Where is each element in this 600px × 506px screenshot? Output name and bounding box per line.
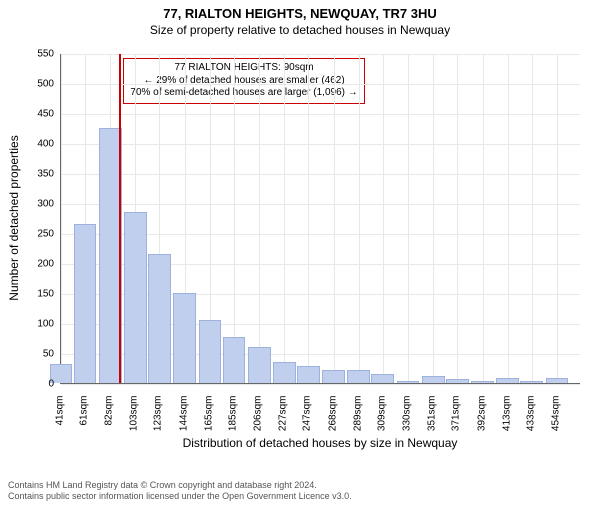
x-tick-label: 61sqm bbox=[79, 396, 90, 446]
footer-line-1: Contains HM Land Registry data © Crown c… bbox=[8, 480, 352, 491]
y-tick-label: 50 bbox=[0, 349, 54, 360]
histogram-bar bbox=[347, 370, 370, 383]
grid-line-h bbox=[61, 204, 580, 205]
x-tick-label: 247sqm bbox=[302, 396, 313, 446]
grid-line-v bbox=[359, 54, 360, 383]
x-tick-label: 268sqm bbox=[327, 396, 338, 446]
y-tick-label: 550 bbox=[0, 49, 54, 60]
histogram-bar bbox=[322, 370, 345, 383]
page-title: 77, RIALTON HEIGHTS, NEWQUAY, TR7 3HU bbox=[0, 6, 600, 21]
histogram-bar bbox=[371, 374, 394, 383]
grid-line-h bbox=[61, 144, 580, 145]
histogram-bar bbox=[124, 212, 147, 383]
histogram-bar bbox=[223, 337, 246, 383]
histogram-bar bbox=[173, 293, 196, 383]
grid-line-h bbox=[61, 174, 580, 175]
grid-line-v bbox=[457, 54, 458, 383]
grid-line-h bbox=[61, 384, 580, 385]
x-tick-label: 165sqm bbox=[203, 396, 214, 446]
x-tick-label: 433sqm bbox=[525, 396, 536, 446]
x-tick-label: 227sqm bbox=[278, 396, 289, 446]
histogram-bar bbox=[422, 376, 445, 383]
histogram-bar bbox=[199, 320, 222, 383]
x-tick-label: 371sqm bbox=[451, 396, 462, 446]
reference-marker-line bbox=[119, 54, 121, 383]
x-tick-label: 206sqm bbox=[253, 396, 264, 446]
y-tick-label: 200 bbox=[0, 259, 54, 270]
y-tick-label: 350 bbox=[0, 169, 54, 180]
annotation-line-2: ← 29% of detached houses are smaller (46… bbox=[130, 75, 357, 88]
x-tick-label: 392sqm bbox=[476, 396, 487, 446]
y-tick-label: 400 bbox=[0, 139, 54, 150]
grid-line-h bbox=[61, 84, 580, 85]
grid-line-v bbox=[483, 54, 484, 383]
x-tick-label: 82sqm bbox=[104, 396, 115, 446]
x-tick-label: 103sqm bbox=[129, 396, 140, 446]
histogram-bar bbox=[496, 378, 519, 383]
chart-plot-area: 77 RIALTON HEIGHTS: 90sqm ← 29% of detac… bbox=[60, 54, 580, 384]
histogram-bar bbox=[446, 379, 469, 383]
x-tick-label: 351sqm bbox=[427, 396, 438, 446]
x-tick-label: 144sqm bbox=[178, 396, 189, 446]
histogram-bar bbox=[397, 381, 420, 383]
histogram-bar bbox=[148, 254, 171, 383]
y-tick-label: 150 bbox=[0, 289, 54, 300]
grid-line-v bbox=[557, 54, 558, 383]
x-tick-label: 413sqm bbox=[501, 396, 512, 446]
grid-line-h bbox=[61, 114, 580, 115]
grid-line-v bbox=[234, 54, 235, 383]
grid-line-v bbox=[532, 54, 533, 383]
histogram-bar bbox=[546, 378, 569, 383]
grid-line-v bbox=[61, 54, 62, 383]
histogram-bar bbox=[297, 366, 320, 383]
y-tick-label: 250 bbox=[0, 229, 54, 240]
y-tick-label: 100 bbox=[0, 319, 54, 330]
grid-line-v bbox=[284, 54, 285, 383]
grid-line-v bbox=[508, 54, 509, 383]
page-subtitle: Size of property relative to detached ho… bbox=[0, 23, 600, 37]
x-tick-label: 185sqm bbox=[227, 396, 238, 446]
y-tick-label: 300 bbox=[0, 199, 54, 210]
x-tick-label: 454sqm bbox=[550, 396, 561, 446]
histogram-bar bbox=[74, 224, 97, 383]
grid-line-v bbox=[433, 54, 434, 383]
histogram-bar bbox=[520, 381, 543, 383]
x-tick-label: 309sqm bbox=[376, 396, 387, 446]
y-tick-label: 0 bbox=[0, 379, 54, 390]
footer-attribution: Contains HM Land Registry data © Crown c… bbox=[8, 480, 352, 503]
y-axis-label: Number of detached properties bbox=[7, 53, 21, 383]
histogram-bar bbox=[471, 381, 494, 383]
histogram-bar bbox=[273, 362, 296, 383]
x-tick-label: 41sqm bbox=[55, 396, 66, 446]
footer-line-2: Contains public sector information licen… bbox=[8, 491, 352, 502]
grid-line-v bbox=[308, 54, 309, 383]
histogram-bar bbox=[248, 347, 271, 383]
grid-line-v bbox=[408, 54, 409, 383]
annotation-line-1: 77 RIALTON HEIGHTS: 90sqm bbox=[130, 62, 357, 75]
y-tick-label: 500 bbox=[0, 79, 54, 90]
x-tick-label: 330sqm bbox=[402, 396, 413, 446]
grid-line-v bbox=[383, 54, 384, 383]
grid-line-h bbox=[61, 54, 580, 55]
annotation-line-3: 70% of semi-detached houses are larger (… bbox=[130, 87, 357, 100]
grid-line-v bbox=[334, 54, 335, 383]
y-tick-label: 450 bbox=[0, 109, 54, 120]
x-tick-label: 289sqm bbox=[352, 396, 363, 446]
grid-line-v bbox=[259, 54, 260, 383]
x-tick-label: 123sqm bbox=[153, 396, 164, 446]
